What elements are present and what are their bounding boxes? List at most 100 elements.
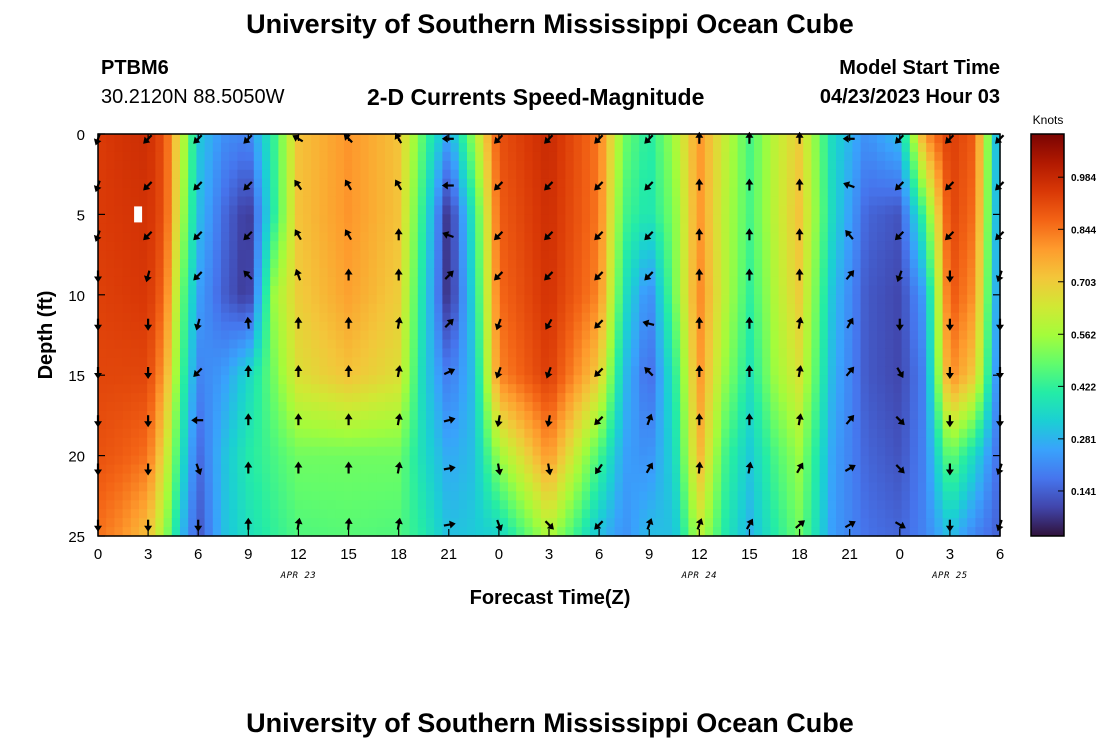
- heat-cell: [934, 473, 944, 483]
- heat-cell: [655, 410, 665, 421]
- heat-cell: [221, 384, 230, 394]
- heat-cell: [762, 241, 771, 251]
- heat-cell: [434, 509, 443, 519]
- heat-cell: [778, 375, 788, 385]
- heat-cell: [212, 437, 222, 448]
- heat-cell: [417, 437, 427, 448]
- heat-cell: [786, 384, 796, 394]
- heat-cell: [237, 357, 247, 367]
- heat-cell: [499, 312, 509, 323]
- heat-cell: [786, 142, 796, 153]
- heat-cell: [303, 223, 312, 233]
- heat-cell: [122, 223, 132, 233]
- heat-cell: [475, 178, 484, 189]
- heat-cell: [581, 428, 591, 439]
- heat-cell: [770, 437, 780, 448]
- heat-cell: [991, 187, 1001, 198]
- heat-cell: [868, 455, 878, 466]
- heat-cell: [368, 366, 378, 376]
- heat-cell: [417, 393, 427, 403]
- heat-cell: [672, 464, 681, 475]
- heat-cell: [696, 491, 706, 501]
- heat-cell: [229, 384, 238, 394]
- heat-cell: [549, 419, 558, 430]
- heat-cell: [549, 151, 558, 162]
- heat-cell: [475, 437, 484, 448]
- heat-cell: [434, 187, 443, 198]
- heat-cell: [229, 232, 238, 242]
- heat-cell: [188, 196, 197, 207]
- heat-cell: [385, 518, 394, 528]
- heat-cell: [376, 428, 386, 439]
- heat-cell: [458, 500, 468, 510]
- heat-cell: [483, 491, 493, 501]
- heat-cell: [975, 241, 985, 251]
- heat-cell: [655, 518, 665, 528]
- heat-cell: [327, 482, 337, 492]
- heat-cell: [598, 482, 607, 492]
- heat-cell: [819, 187, 829, 198]
- heat-cell: [557, 303, 566, 314]
- heat-cell: [327, 330, 337, 341]
- heat-cell: [483, 214, 493, 224]
- heat-cell: [745, 393, 755, 403]
- heat-cell: [467, 393, 476, 403]
- heat-cell: [368, 455, 378, 466]
- heat-cell: [278, 169, 288, 180]
- heat-cell: [573, 410, 583, 421]
- heat-cell: [598, 500, 607, 510]
- heat-cell: [606, 205, 616, 215]
- heat-cell: [836, 330, 845, 341]
- heat-cell: [491, 455, 501, 466]
- heat-cell: [458, 357, 468, 367]
- heat-cell: [335, 330, 345, 341]
- heat-cell: [655, 482, 665, 492]
- heat-cell: [803, 321, 812, 332]
- heat-cell: [417, 232, 427, 242]
- heat-cell: [106, 518, 115, 528]
- heat-cell: [786, 446, 796, 457]
- heat-cell: [803, 446, 812, 457]
- heat-cell: [909, 178, 919, 189]
- heat-cell: [975, 303, 985, 314]
- heat-cell: [811, 518, 821, 528]
- heat-cell: [836, 285, 845, 296]
- heat-cell: [171, 527, 181, 537]
- heat-cell: [803, 455, 812, 466]
- heat-cell: [516, 285, 525, 296]
- heat-cell: [450, 134, 460, 144]
- heat-cell: [688, 205, 698, 215]
- heat-cell: [631, 482, 640, 492]
- heat-cell: [959, 393, 968, 403]
- heat-cell: [335, 241, 345, 251]
- heat-cell: [155, 473, 165, 483]
- heat-cell: [680, 518, 689, 528]
- heat-cell: [614, 518, 624, 528]
- heat-cell: [663, 303, 673, 314]
- heat-cell: [819, 393, 829, 403]
- heat-cell: [294, 294, 304, 305]
- heat-cell: [614, 348, 624, 358]
- heat-cell: [540, 214, 550, 224]
- heat-cell: [909, 312, 919, 323]
- heat-cell: [434, 142, 443, 153]
- heat-cell: [253, 527, 263, 537]
- heat-cell: [262, 214, 271, 224]
- heat-cell: [885, 366, 894, 376]
- heat-cell: [180, 285, 189, 296]
- heat-cell: [704, 160, 714, 171]
- heat-cell: [434, 384, 443, 394]
- heat-cell: [795, 473, 804, 483]
- heat-cell: [696, 464, 706, 475]
- heat-cell: [934, 393, 944, 403]
- heat-cell: [713, 527, 722, 537]
- heat-cell: [434, 223, 443, 233]
- heat-cell: [524, 375, 534, 385]
- heat-cell: [270, 437, 279, 448]
- heat-cell: [303, 509, 312, 519]
- heat-cell: [516, 250, 525, 260]
- heat-cell: [647, 187, 657, 198]
- heat-cell: [229, 223, 238, 233]
- heat-cell: [745, 455, 755, 466]
- heat-cell: [983, 428, 993, 439]
